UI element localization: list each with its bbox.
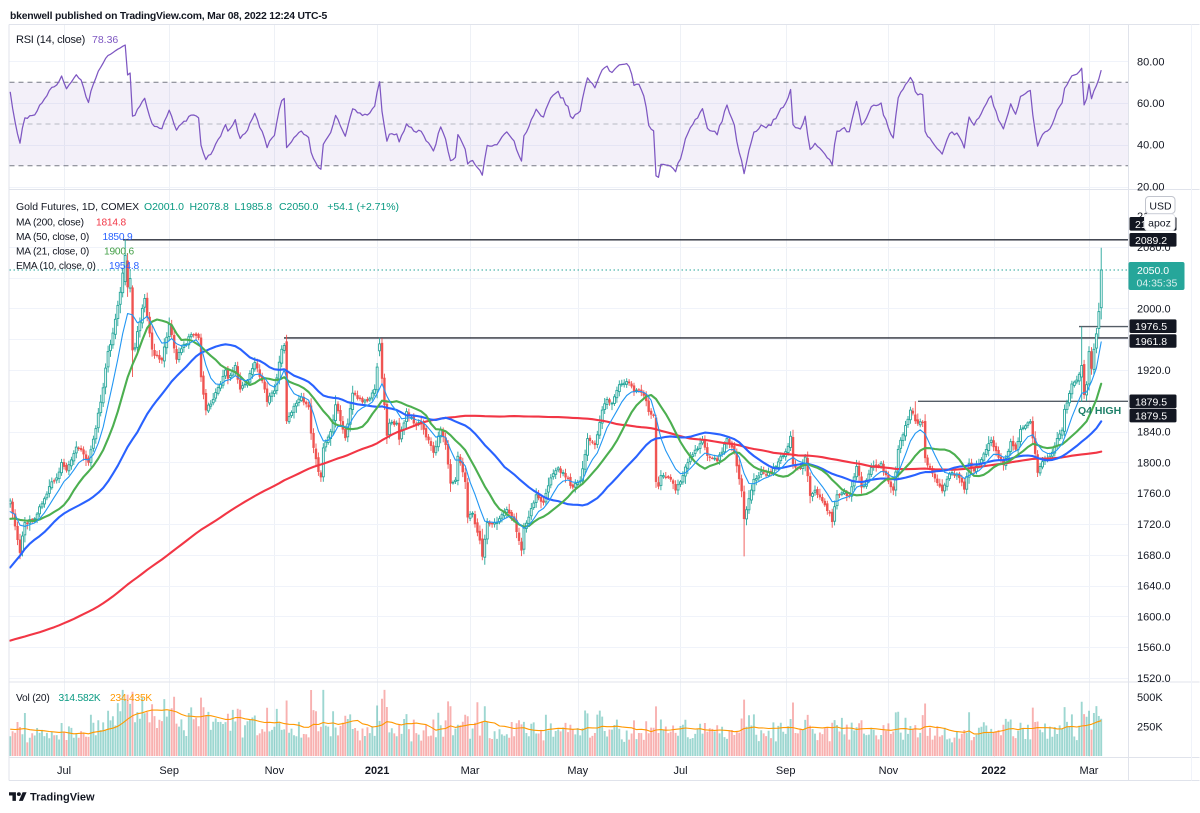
svg-text:1560.0: 1560.0 xyxy=(1137,642,1171,654)
svg-text:1879.5: 1879.5 xyxy=(1135,396,1167,408)
svg-text:Mar: Mar xyxy=(461,765,480,777)
svg-text:USD: USD xyxy=(1149,200,1172,212)
svg-text:1520.0: 1520.0 xyxy=(1137,673,1171,685)
svg-text:1879.5: 1879.5 xyxy=(1135,411,1167,423)
svg-text:Jul: Jul xyxy=(673,765,687,777)
svg-text:Sep: Sep xyxy=(776,765,796,777)
svg-text:Nov: Nov xyxy=(879,765,899,777)
svg-text:1640.0: 1640.0 xyxy=(1137,581,1171,593)
svg-text:78.36: 78.36 xyxy=(92,34,118,46)
svg-text:500K: 500K xyxy=(1137,692,1163,704)
svg-text:1720.0: 1720.0 xyxy=(1137,519,1171,531)
svg-text:80.00: 80.00 xyxy=(1137,56,1165,68)
svg-text:apoz: apoz xyxy=(1148,217,1171,229)
svg-text:Jul: Jul xyxy=(57,765,71,777)
svg-text:40.00: 40.00 xyxy=(1137,140,1165,152)
svg-text:Nov: Nov xyxy=(265,765,285,777)
svg-text:TradingView: TradingView xyxy=(30,792,95,804)
svg-text:bkenwell published on TradingV: bkenwell published on TradingView.com, M… xyxy=(10,11,328,22)
svg-text:RSI (14, close): RSI (14, close) xyxy=(16,34,85,46)
svg-text:1800.0: 1800.0 xyxy=(1137,457,1171,469)
svg-text:2050.0: 2050.0 xyxy=(1137,265,1169,277)
svg-text:1840.0: 1840.0 xyxy=(1137,427,1171,439)
svg-text:MA (21, close, 0)1900.6: MA (21, close, 0) 1900.6 xyxy=(16,246,134,257)
svg-text:Mar: Mar xyxy=(1080,765,1099,777)
svg-text:1600.0: 1600.0 xyxy=(1137,611,1171,623)
svg-text:20.00: 20.00 xyxy=(1137,181,1165,193)
svg-text:2022: 2022 xyxy=(981,765,1005,777)
svg-text:May: May xyxy=(567,765,588,777)
svg-text:250K: 250K xyxy=(1137,721,1163,733)
svg-text:MA (50, close, 0)1850.9: MA (50, close, 0) 1850.9 xyxy=(16,232,133,243)
svg-text:60.00: 60.00 xyxy=(1137,98,1165,110)
svg-text:1961.8: 1961.8 xyxy=(1135,336,1167,348)
svg-text:2021: 2021 xyxy=(365,765,389,777)
svg-text:04:35:35: 04:35:35 xyxy=(1137,278,1178,290)
svg-text:EMA (10, close, 0)1954.8: EMA (10, close, 0) 1954.8 xyxy=(16,261,139,272)
svg-text:MA (200, close)1814.8: MA (200, close) 1814.8 xyxy=(16,217,126,228)
svg-text:2000.0: 2000.0 xyxy=(1137,303,1171,315)
svg-text:Q4 HIGH: Q4 HIGH xyxy=(1078,405,1121,417)
svg-text:1920.0: 1920.0 xyxy=(1137,365,1171,377)
svg-text:2089.2: 2089.2 xyxy=(1135,235,1167,247)
svg-text:1680.0: 1680.0 xyxy=(1137,550,1171,562)
svg-text:Sep: Sep xyxy=(159,765,179,777)
svg-text:1976.5: 1976.5 xyxy=(1135,321,1167,333)
svg-text:1760.0: 1760.0 xyxy=(1137,488,1171,500)
